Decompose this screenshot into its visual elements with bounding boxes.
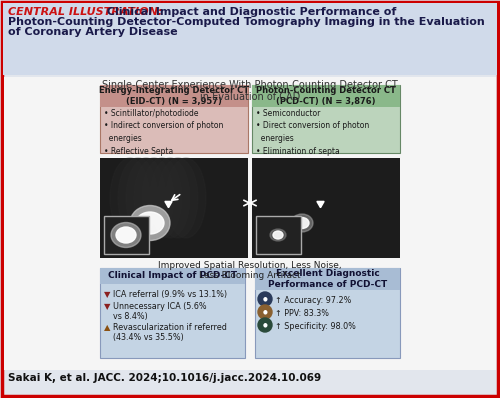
Text: Sakai K, et al. JACC. 2024;10.1016/j.jacc.2024.10.069: Sakai K, et al. JACC. 2024;10.1016/j.jac… [8, 373, 321, 383]
Ellipse shape [166, 158, 206, 238]
FancyBboxPatch shape [100, 268, 245, 284]
Ellipse shape [291, 214, 313, 232]
Text: CENTRAL ILLUSTRATION:: CENTRAL ILLUSTRATION: [8, 7, 162, 17]
Ellipse shape [111, 222, 141, 248]
Text: ▼: ▼ [104, 290, 110, 299]
Text: ●: ● [262, 310, 268, 314]
FancyBboxPatch shape [100, 158, 248, 258]
FancyBboxPatch shape [252, 158, 400, 258]
FancyBboxPatch shape [255, 268, 400, 358]
Ellipse shape [116, 227, 136, 243]
FancyBboxPatch shape [100, 85, 248, 153]
Ellipse shape [118, 158, 158, 238]
FancyBboxPatch shape [100, 85, 248, 107]
Text: ICA referral (9.9% vs 13.1%): ICA referral (9.9% vs 13.1%) [113, 290, 227, 299]
Ellipse shape [158, 158, 198, 238]
Text: Single-Center Experience With Photon-Counting Detector CT
in Evaluation of CAD: Single-Center Experience With Photon-Cou… [102, 80, 398, 101]
FancyBboxPatch shape [252, 85, 400, 107]
Text: Photon-Counting Detector CT
(PCD-CT) (N = 3,876): Photon-Counting Detector CT (PCD-CT) (N … [256, 86, 396, 106]
FancyBboxPatch shape [4, 77, 496, 370]
Ellipse shape [142, 158, 182, 238]
Circle shape [258, 292, 272, 306]
Text: of Coronary Artery Disease: of Coronary Artery Disease [8, 27, 177, 37]
FancyBboxPatch shape [252, 85, 400, 153]
Ellipse shape [126, 158, 166, 238]
Circle shape [258, 305, 272, 319]
FancyBboxPatch shape [255, 268, 400, 290]
FancyBboxPatch shape [104, 216, 149, 254]
Text: ↑ Accuracy: 97.2%: ↑ Accuracy: 97.2% [275, 296, 351, 305]
Ellipse shape [130, 205, 170, 240]
FancyBboxPatch shape [256, 216, 301, 254]
Text: ▼: ▼ [104, 302, 110, 311]
Text: ●: ● [262, 297, 268, 302]
Ellipse shape [136, 212, 164, 234]
Text: Revascularization if referred
(43.4% vs 35.5%): Revascularization if referred (43.4% vs … [113, 323, 227, 342]
Text: • Scintillator/photodiode
• Indirect conversion of photon
  energies
• Reflectiv: • Scintillator/photodiode • Indirect con… [104, 109, 224, 156]
Ellipse shape [134, 158, 174, 238]
Ellipse shape [150, 158, 190, 238]
Text: ▲: ▲ [104, 323, 110, 332]
Ellipse shape [273, 231, 283, 239]
Text: Improved Spatial Resolution, Less Noise,
Less Blooming Artifact: Improved Spatial Resolution, Less Noise,… [158, 261, 342, 281]
Text: Unnecessary ICA (5.6%
vs 8.4%): Unnecessary ICA (5.6% vs 8.4%) [113, 302, 206, 322]
Circle shape [258, 318, 272, 332]
Text: Photon-Counting Detector-Computed Tomography Imaging in the Evaluation: Photon-Counting Detector-Computed Tomogr… [8, 17, 485, 27]
Ellipse shape [295, 217, 309, 228]
FancyBboxPatch shape [100, 268, 245, 358]
Text: Clinical Impact and Diagnostic Performance of: Clinical Impact and Diagnostic Performan… [103, 7, 397, 17]
Text: ↑ Specificity: 98.0%: ↑ Specificity: 98.0% [275, 322, 356, 331]
Ellipse shape [110, 158, 150, 238]
Text: • Semiconductor
• Direct conversion of photon
  energies
• Elimination of septa: • Semiconductor • Direct conversion of p… [256, 109, 369, 156]
Text: ↑ PPV: 83.3%: ↑ PPV: 83.3% [275, 309, 329, 318]
FancyBboxPatch shape [3, 3, 497, 75]
Text: Excellent Diagnostic
Performance of PCD-CT: Excellent Diagnostic Performance of PCD-… [268, 269, 387, 289]
Text: Energy-Integrating Detector CT
(EID-CT) (N = 3,957): Energy-Integrating Detector CT (EID-CT) … [99, 86, 249, 106]
Text: Clinical Impact of PCD-CT: Clinical Impact of PCD-CT [108, 271, 237, 281]
Text: ●: ● [262, 322, 268, 328]
Ellipse shape [270, 229, 286, 241]
